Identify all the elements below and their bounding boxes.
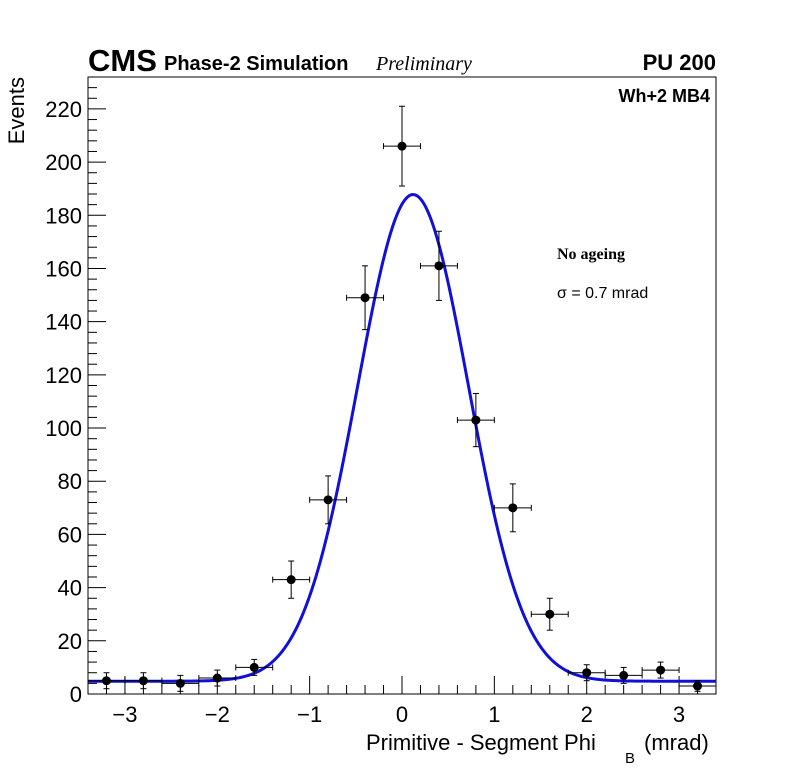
- y-tick-label: 20: [58, 629, 82, 654]
- data-point: [235, 658, 274, 676]
- y-tick-label: 160: [45, 256, 82, 281]
- y-tick-label: 100: [45, 416, 82, 441]
- data-point: [493, 483, 532, 533]
- data-point: [87, 672, 126, 690]
- data-marker: [286, 575, 296, 585]
- data-point: [124, 672, 163, 690]
- data-point: [309, 475, 348, 525]
- x-tick-label: 1: [488, 702, 500, 727]
- data-point: [456, 392, 495, 448]
- x-axis-label-unit: (mrad): [644, 730, 709, 755]
- data-marker: [323, 495, 333, 505]
- data-point: [419, 230, 458, 301]
- x-tick-label: −2: [205, 702, 230, 727]
- data-points: [87, 105, 717, 692]
- y-tick-label: 40: [58, 576, 82, 601]
- data-marker: [508, 503, 518, 513]
- data-marker: [360, 293, 370, 303]
- data-marker: [619, 670, 629, 680]
- y-tick-label: 140: [45, 310, 82, 335]
- data-point: [604, 666, 643, 684]
- x-axis-label-sub: B: [625, 750, 635, 767]
- data-point: [346, 265, 385, 331]
- y-tick-label: 200: [45, 150, 82, 175]
- data-marker: [471, 415, 481, 425]
- data-point: [161, 674, 200, 692]
- data-marker: [656, 665, 666, 675]
- y-tick-label: 60: [58, 522, 82, 547]
- data-marker: [582, 668, 592, 678]
- y-tick-label: 220: [45, 97, 82, 122]
- data-marker: [397, 141, 407, 151]
- y-tick-label: 180: [45, 203, 82, 228]
- data-marker: [212, 673, 222, 683]
- y-tick-label: 120: [45, 363, 82, 388]
- y-tick-label: 80: [58, 469, 82, 494]
- data-point: [383, 105, 421, 187]
- y-tick-label: 0: [70, 682, 82, 707]
- pileup-label: PU 200: [643, 50, 716, 75]
- data-marker: [249, 662, 259, 672]
- data-marker: [101, 676, 111, 686]
- data-point: [530, 597, 569, 631]
- x-tick-label: −1: [297, 702, 322, 727]
- data-point: [567, 664, 606, 682]
- condition-label: No ageing: [557, 246, 625, 263]
- data-point: [272, 560, 311, 599]
- x-tick-label: 0: [396, 702, 408, 727]
- x-tick-label: 2: [581, 702, 593, 727]
- data-point: [678, 680, 717, 692]
- preliminary-label: Preliminary: [375, 53, 472, 75]
- x-axis-label: Primitive - Segment Phi B (mrad): [366, 730, 709, 767]
- data-marker: [175, 678, 185, 688]
- data-marker: [434, 261, 444, 271]
- gaussian-fit-curve: [88, 193, 716, 683]
- data-point: [198, 669, 237, 687]
- region-label: Wh+2 MB4: [618, 86, 710, 106]
- data-marker: [138, 676, 148, 686]
- fit-layer: [88, 193, 716, 683]
- x-axis-label-main: Primitive - Segment Phi: [366, 730, 596, 755]
- data-marker: [545, 609, 555, 619]
- data-point: [641, 661, 680, 679]
- cms-label: CMS: [88, 43, 157, 78]
- data-marker: [693, 681, 703, 691]
- sigma-label: σ = 0.7 mrad: [557, 285, 648, 302]
- axes: −3 −2 −1 0 1 2 3 0 20 40 60 80 100 120 140 160 180 200 220: [45, 76, 717, 727]
- x-tick-label: 3: [673, 702, 685, 727]
- y-axis-label: Events: [4, 77, 29, 144]
- x-tick-label: −3: [112, 702, 137, 727]
- phase2-label: Phase-2 Simulation: [164, 53, 349, 75]
